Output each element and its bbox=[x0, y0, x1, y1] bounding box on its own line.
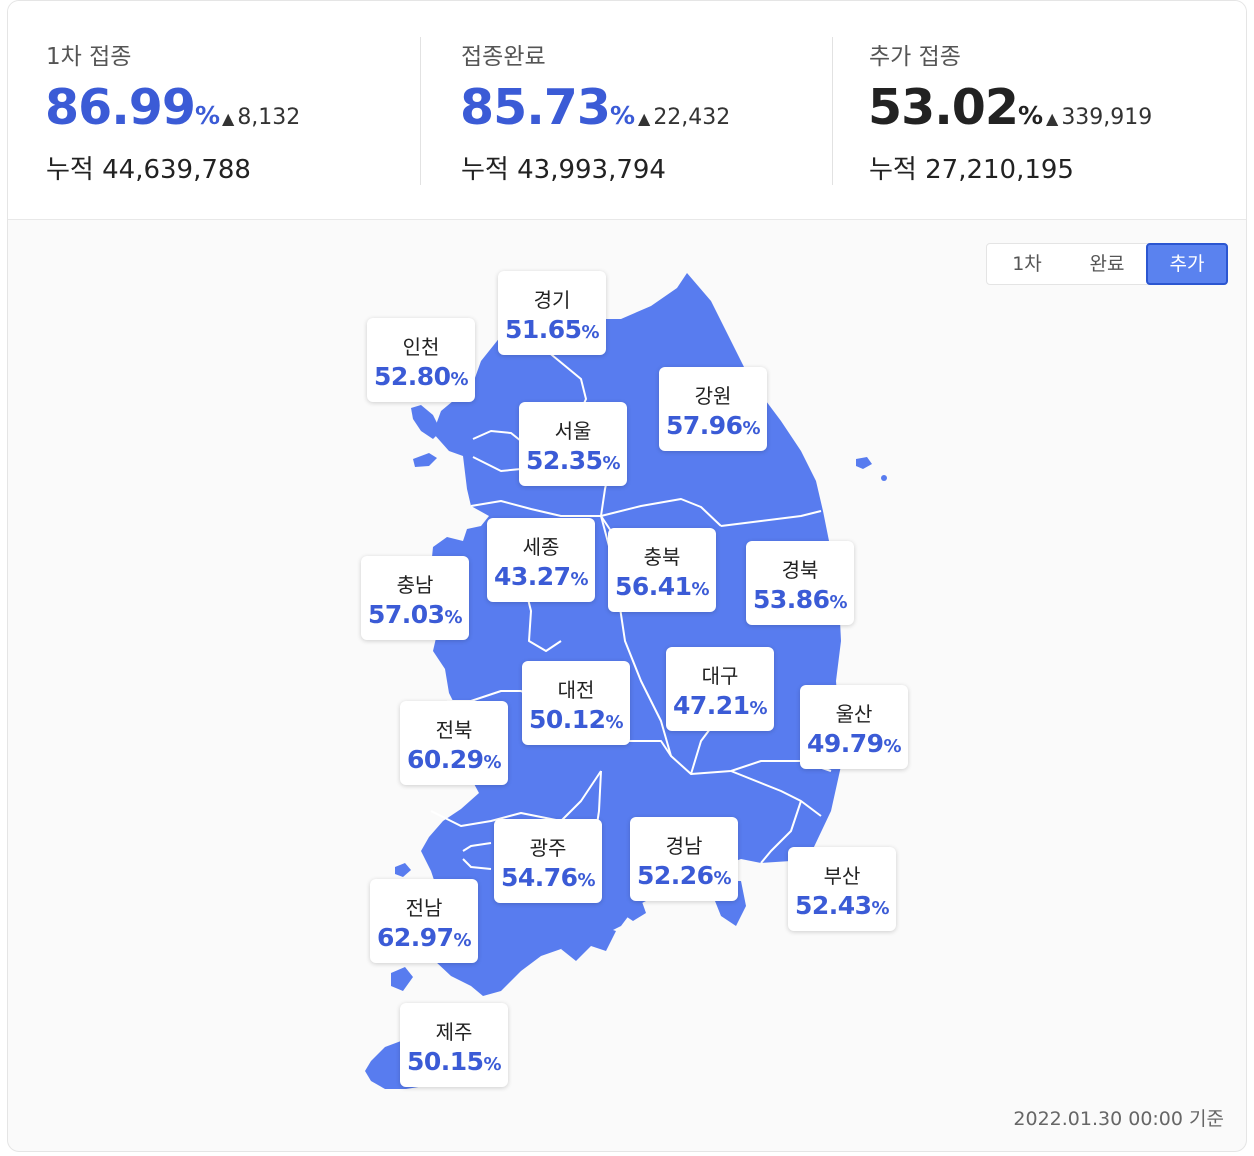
stat-label: 접종완료 bbox=[461, 44, 546, 70]
divider bbox=[420, 37, 421, 185]
stat-label: 1차 접종 bbox=[46, 44, 132, 70]
stat-cumulative: 누적 44,639,788 bbox=[46, 155, 251, 185]
stat-delta: ▲ 339,919 bbox=[1046, 105, 1153, 130]
stat-complete: 접종완료 85.73% ▲ 22,432 누적 43,993,794 bbox=[423, 1, 833, 219]
stat-delta: ▲ 22,432 bbox=[638, 105, 731, 130]
region-daejeon[interactable]: 대전 50.12% bbox=[522, 661, 630, 745]
stat-booster: 추가 접종 53.02% ▲ 339,919 누적 27,210,195 bbox=[831, 1, 1241, 219]
region-gwangju[interactable]: 광주 54.76% bbox=[494, 819, 602, 903]
region-daegu[interactable]: 대구 47.21% bbox=[666, 647, 774, 731]
toggle-first-dose[interactable]: 1차 bbox=[1012, 253, 1042, 275]
triangle-up-icon: ▲ bbox=[1046, 109, 1059, 128]
region-chungnam[interactable]: 충남 57.03% bbox=[361, 556, 469, 640]
stat-percent: 86.99% bbox=[45, 79, 221, 136]
toggle-booster[interactable]: 추가 bbox=[1146, 243, 1228, 285]
region-jeju[interactable]: 제주 50.15% bbox=[400, 1003, 508, 1087]
stat-cumulative: 누적 43,993,794 bbox=[461, 155, 666, 185]
stat-first-dose: 1차 접종 86.99% ▲ 8,132 누적 44,639,788 bbox=[8, 1, 420, 219]
region-sejong[interactable]: 세종 43.27% bbox=[487, 518, 595, 602]
region-incheon[interactable]: 인천 52.80% bbox=[367, 318, 475, 402]
region-jeonbuk[interactable]: 전북 60.29% bbox=[400, 701, 508, 785]
dose-toggle: 1차 완료 추가 bbox=[986, 243, 1228, 285]
updated-timestamp: 2022.01.30 00:00 기준 bbox=[1013, 1108, 1224, 1130]
region-chungbuk[interactable]: 충북 56.41% bbox=[608, 528, 716, 612]
stat-percent: 85.73% bbox=[460, 79, 636, 136]
stats-panel: 1차 접종 86.99% ▲ 8,132 누적 44,639,788 접종완료 8… bbox=[8, 1, 1246, 220]
triangle-up-icon: ▲ bbox=[222, 109, 235, 128]
divider bbox=[832, 37, 833, 185]
region-gyeongnam[interactable]: 경남 52.26% bbox=[630, 817, 738, 901]
region-gyeongbuk[interactable]: 경북 53.86% bbox=[746, 541, 854, 625]
vaccination-card: 1차 접종 86.99% ▲ 8,132 누적 44,639,788 접종완료 8… bbox=[7, 0, 1247, 1152]
toggle-complete[interactable]: 완료 bbox=[1089, 253, 1125, 275]
region-seoul[interactable]: 서울 52.35% bbox=[519, 402, 627, 486]
region-gangwon[interactable]: 강원 57.96% bbox=[659, 367, 767, 451]
stat-cumulative: 누적 27,210,195 bbox=[869, 155, 1074, 185]
region-jeonnam[interactable]: 전남 62.97% bbox=[370, 879, 478, 963]
region-gyeonggi[interactable]: 경기 51.65% bbox=[498, 271, 606, 355]
region-ulsan[interactable]: 울산 49.79% bbox=[800, 685, 908, 769]
stat-label: 추가 접종 bbox=[869, 44, 961, 70]
stat-delta: ▲ 8,132 bbox=[222, 105, 301, 130]
region-busan[interactable]: 부산 52.43% bbox=[788, 847, 896, 931]
stat-percent: 53.02% bbox=[868, 79, 1044, 136]
triangle-up-icon: ▲ bbox=[638, 109, 651, 128]
